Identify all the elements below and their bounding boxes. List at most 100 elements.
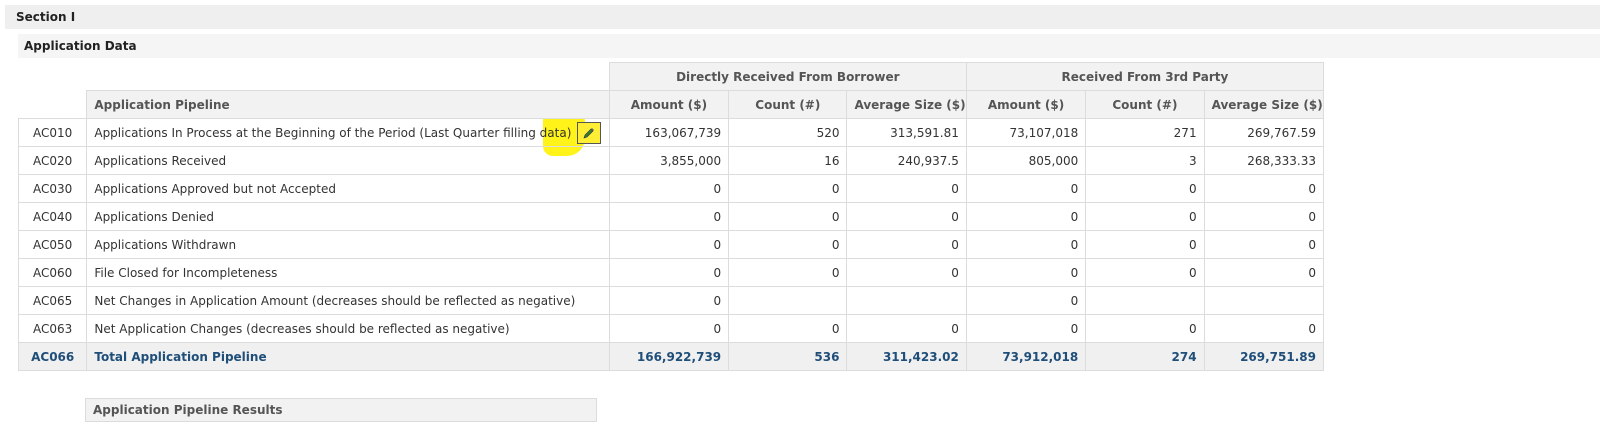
row-description: Net Application Changes (decreases shoul… [86, 314, 610, 343]
row-code: AC030 [17, 174, 88, 203]
third-party-average-cell: 0 [1203, 174, 1325, 203]
direct-average-cell: 240,937.5 [846, 146, 967, 175]
total-description: Total Application Pipeline [86, 342, 610, 371]
total-third-party-amount: 73,912,018 [965, 342, 1087, 371]
row-description: Net Changes in Application Amount (decre… [86, 286, 610, 315]
direct-average-cell: 313,591.81 [846, 118, 967, 147]
table-row: AC030 Applications Approved but not Acce… [17, 174, 1325, 203]
direct-amount-cell[interactable]: 0 [608, 314, 730, 343]
row-description: Applications Withdrawn [86, 230, 610, 259]
direct-count-cell[interactable]: 520 [728, 118, 848, 147]
row-description-text: Applications In Process at the Beginning… [94, 125, 572, 140]
third-party-count-cell[interactable]: 0 [1085, 230, 1205, 259]
third-party-count-cell[interactable]: 0 [1085, 174, 1205, 203]
third-party-amount-cell[interactable]: 0 [965, 314, 1087, 343]
third-party-amount-cell[interactable]: 0 [965, 174, 1087, 203]
application-data-table: Directly Received From Borrower Received… [17, 62, 1325, 371]
total-row: AC066 Total Application Pipeline 166,922… [17, 342, 1325, 371]
third-party-average-cell: 269,767.59 [1203, 118, 1325, 147]
direct-count-cell[interactable]: 0 [728, 314, 848, 343]
direct-amount-cell[interactable]: 3,855,000 [608, 146, 730, 175]
row-code: AC065 [17, 286, 88, 315]
table-row: AC050 Applications Withdrawn 0 0 0 0 0 0 [17, 230, 1325, 259]
direct-amount-cell[interactable]: 0 [608, 174, 730, 203]
third-party-average-cell: 268,333.33 [1203, 146, 1325, 175]
group-header-direct: Directly Received From Borrower [608, 62, 967, 91]
direct-count-cell[interactable]: 0 [728, 258, 848, 287]
row-code: AC010 [17, 118, 88, 147]
third-party-count-cell [1085, 286, 1205, 315]
total-direct-amount: 166,922,739 [608, 342, 730, 371]
table-row: AC063 Net Application Changes (decreases… [17, 314, 1325, 343]
column-header-average: Average Size ($) [846, 90, 967, 119]
column-header-amount: Amount ($) [608, 90, 730, 119]
row-code: AC050 [17, 230, 88, 259]
row-code: AC040 [17, 202, 88, 231]
direct-count-cell[interactable]: 0 [728, 230, 848, 259]
third-party-average-cell: 0 [1203, 258, 1325, 287]
third-party-amount-cell[interactable]: 805,000 [965, 146, 1087, 175]
total-direct-average: 311,423.02 [846, 342, 967, 371]
total-third-party-count: 274 [1085, 342, 1205, 371]
direct-count-cell [728, 286, 848, 315]
direct-average-cell: 0 [846, 314, 967, 343]
total-code: AC066 [17, 342, 88, 371]
column-header-average: Average Size ($) [1203, 90, 1325, 119]
next-table-header: Application Pipeline Results [85, 398, 597, 422]
third-party-count-cell[interactable]: 0 [1085, 202, 1205, 231]
column-header-count: Count (#) [1085, 90, 1205, 119]
table-row: AC040 Applications Denied 0 0 0 0 0 0 [17, 202, 1325, 231]
third-party-count-cell[interactable]: 271 [1085, 118, 1205, 147]
third-party-amount-cell[interactable]: 0 [965, 202, 1087, 231]
direct-count-cell[interactable]: 16 [728, 146, 848, 175]
row-description: Applications Approved but not Accepted [86, 174, 610, 203]
edit-button[interactable] [577, 121, 602, 144]
column-header-count: Count (#) [728, 90, 848, 119]
direct-count-cell[interactable]: 0 [728, 202, 848, 231]
third-party-amount-cell[interactable]: 0 [965, 286, 1087, 315]
table-row: AC010 Applications In Process at the Beg… [17, 118, 1325, 147]
direct-count-cell[interactable]: 0 [728, 174, 848, 203]
third-party-amount-cell[interactable]: 73,107,018 [965, 118, 1087, 147]
third-party-average-cell: 0 [1203, 202, 1325, 231]
third-party-average-cell: 0 [1203, 230, 1325, 259]
direct-amount-cell[interactable]: 0 [608, 286, 730, 315]
total-direct-count: 536 [728, 342, 848, 371]
direct-amount-cell[interactable]: 0 [608, 230, 730, 259]
table-row: AC065 Net Changes in Application Amount … [17, 286, 1325, 315]
row-code: AC063 [17, 314, 88, 343]
blank-cell [19, 91, 87, 119]
direct-amount-cell[interactable]: 163,067,739 [608, 118, 730, 147]
table-row: AC020 Applications Received 3,855,000 16… [17, 146, 1325, 175]
section-title: Section I [5, 5, 1600, 29]
row-description: Applications Denied [86, 202, 610, 231]
total-third-party-average: 269,751.89 [1203, 342, 1325, 371]
third-party-average-cell [1203, 286, 1325, 315]
third-party-count-cell[interactable]: 0 [1085, 258, 1205, 287]
row-code: AC020 [17, 146, 88, 175]
direct-amount-cell[interactable]: 0 [608, 202, 730, 231]
blank-cell [19, 63, 87, 91]
direct-amount-cell[interactable]: 0 [608, 258, 730, 287]
third-party-count-cell[interactable]: 3 [1085, 146, 1205, 175]
column-header-pipeline: Application Pipeline [86, 90, 610, 119]
direct-average-cell: 0 [846, 258, 967, 287]
subsection-title: Application Data [18, 34, 1600, 58]
row-description: Applications In Process at the Beginning… [86, 118, 610, 147]
pencil-icon [583, 127, 595, 138]
direct-average-cell: 0 [846, 230, 967, 259]
row-description: Applications Received [86, 146, 610, 175]
group-header-third-party: Received From 3rd Party [965, 62, 1325, 91]
blank-cell [87, 63, 609, 91]
row-code: AC060 [17, 258, 88, 287]
direct-average-cell: 0 [846, 174, 967, 203]
column-header-amount: Amount ($) [965, 90, 1087, 119]
direct-average-cell [846, 286, 967, 315]
row-description: File Closed for Incompleteness [86, 258, 610, 287]
direct-average-cell: 0 [846, 202, 967, 231]
third-party-amount-cell[interactable]: 0 [965, 230, 1087, 259]
third-party-amount-cell[interactable]: 0 [965, 258, 1087, 287]
third-party-average-cell: 0 [1203, 314, 1325, 343]
table-row: AC060 File Closed for Incompleteness 0 0… [17, 258, 1325, 287]
third-party-count-cell[interactable]: 0 [1085, 314, 1205, 343]
